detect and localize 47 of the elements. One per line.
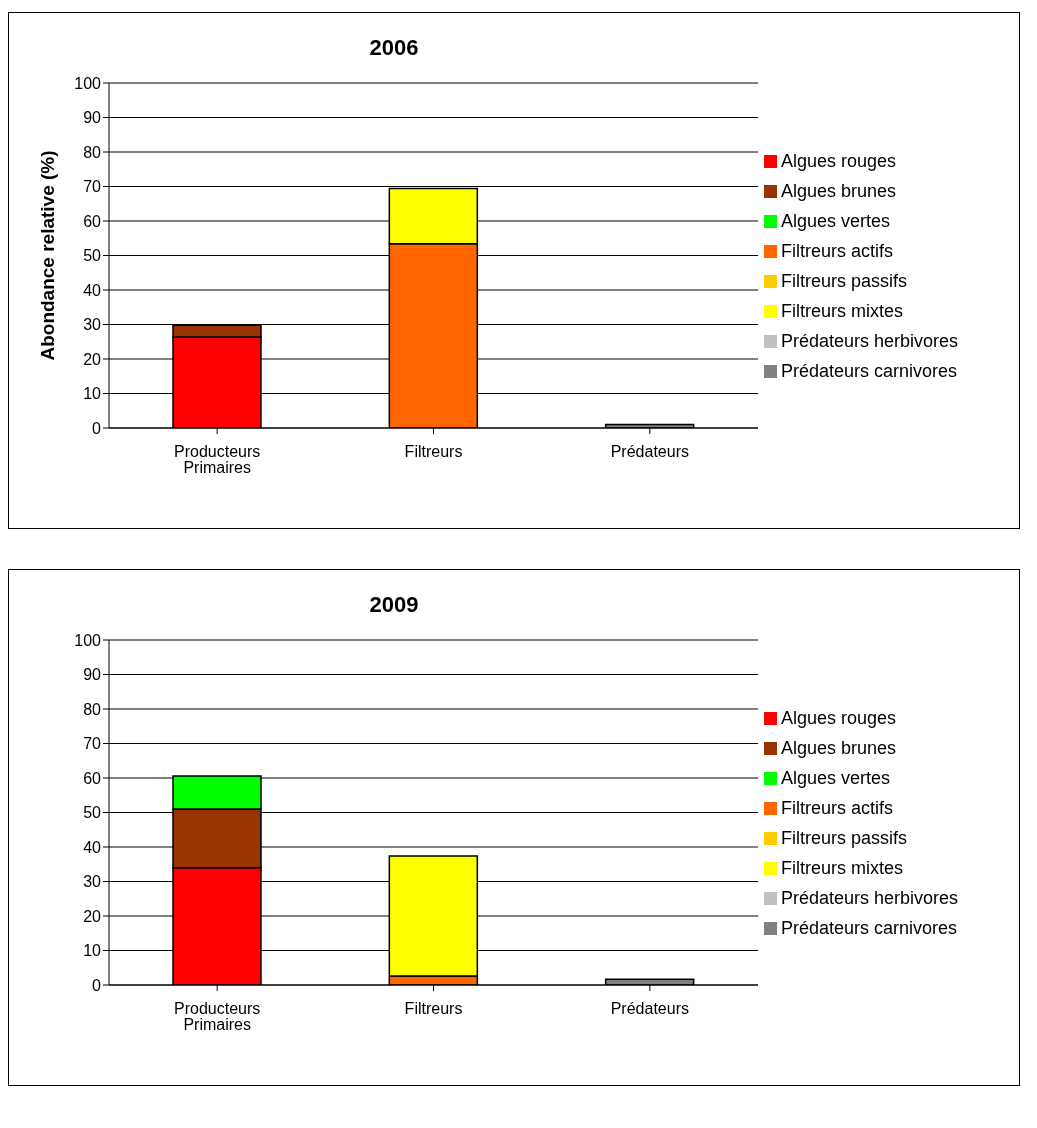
legend-label: Filtreurs actifs — [781, 797, 894, 818]
legend-label: Algues vertes — [781, 767, 891, 788]
y-tick-label: 50 — [83, 804, 102, 822]
y-tick-label: 80 — [83, 700, 102, 718]
y-tick-label: 40 — [83, 281, 102, 299]
legend-label: Prédateurs carnivores — [781, 360, 958, 381]
x-tick-label: Filtreurs — [404, 1000, 463, 1018]
y-tick-label: 50 — [83, 247, 102, 265]
legend-label: Algues vertes — [781, 210, 891, 231]
y-tick-label: 10 — [83, 385, 102, 403]
legend-label: Filtreurs mixtes — [781, 300, 904, 321]
y-tick-label: 40 — [83, 838, 102, 856]
y-tick-label: 20 — [83, 350, 102, 368]
legend-label: Algues brunes — [781, 180, 897, 201]
y-tick-label: 10 — [83, 942, 102, 960]
y-tick-label: 0 — [92, 419, 102, 437]
chart-title: 2009 — [368, 592, 420, 618]
legend-label: Algues rouges — [781, 150, 897, 171]
y-tick-label: 90 — [83, 666, 102, 684]
legend-label: Prédateurs herbivores — [781, 330, 959, 351]
y-axis-title: Abondance relative (%) — [36, 150, 58, 361]
legend-label: Filtreurs passifs — [781, 827, 908, 848]
legend-label: Filtreurs mixtes — [781, 857, 904, 878]
legend-label: Algues brunes — [781, 737, 897, 758]
y-tick-label: 0 — [92, 976, 102, 994]
x-tick-label: Prédateurs — [610, 443, 689, 461]
legend-label: Prédateurs carnivores — [781, 917, 958, 938]
y-tick-label: 90 — [83, 109, 102, 127]
y-tick-label: 70 — [83, 178, 102, 196]
x-tick-label: Producteurs Primaires — [174, 1000, 261, 1034]
y-tick-label: 70 — [83, 735, 102, 753]
legend-label: Filtreurs passifs — [781, 270, 908, 291]
x-tick-label: Filtreurs — [404, 443, 463, 461]
x-tick-label: Prédateurs — [610, 1000, 689, 1018]
legend-label: Algues rouges — [781, 707, 897, 728]
legend-label: Prédateurs herbivores — [781, 887, 959, 908]
y-tick-label: 60 — [83, 212, 102, 230]
y-tick-label: 30 — [83, 873, 102, 891]
y-tick-label: 60 — [83, 769, 102, 787]
legend-label: Filtreurs actifs — [781, 240, 894, 261]
x-tick-label: Producteurs Primaires — [174, 443, 261, 477]
y-tick-label: 100 — [74, 74, 102, 92]
y-tick-label: 80 — [83, 143, 102, 161]
y-tick-label: 30 — [83, 316, 102, 334]
chart-title: 2006 — [368, 35, 420, 61]
y-tick-label: 20 — [83, 907, 102, 925]
y-tick-label: 100 — [74, 631, 102, 649]
